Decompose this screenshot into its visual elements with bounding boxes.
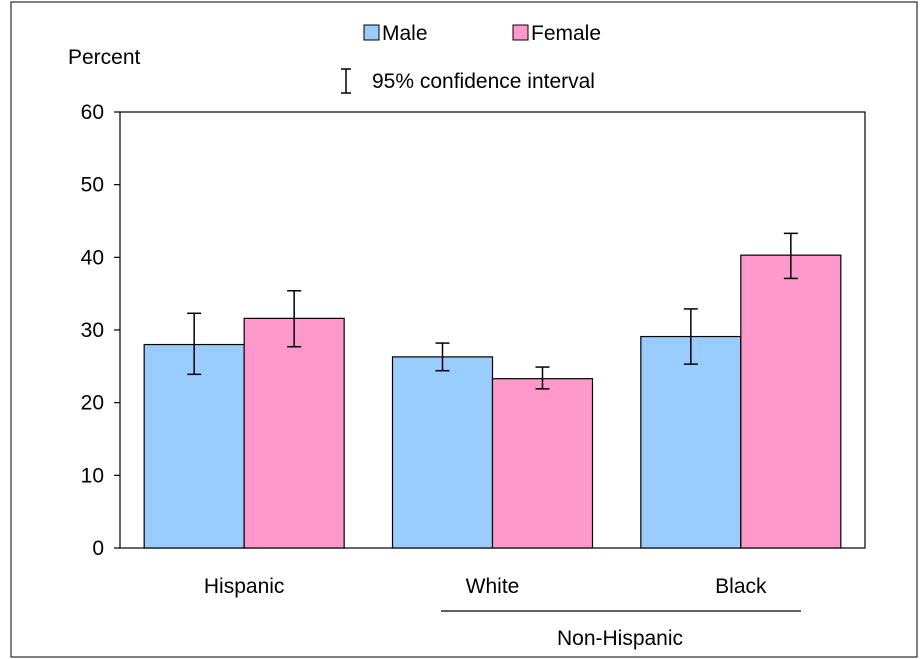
- legend: Male Female 95% confidence interval: [341, 22, 601, 94]
- error-bar-female-hispanic: [287, 290, 302, 348]
- y-axis: 0 10 20 30 40 50 60: [81, 101, 120, 560]
- bar-male-hispanic: [143, 343, 245, 549]
- y-tick-label: 40: [81, 246, 104, 269]
- legend-label-ci: 95% confidence interval: [372, 70, 595, 93]
- bar-male-white: [391, 356, 494, 549]
- error-bar-male-white: [435, 342, 450, 372]
- bar-female-black: [740, 254, 842, 549]
- bar-female-white: [491, 378, 594, 549]
- group-label-non-hispanic: Non-Hispanic: [557, 627, 683, 650]
- y-tick-label: 30: [81, 319, 104, 342]
- y-tick-label: 50: [81, 174, 104, 197]
- legend-swatch-male: [363, 24, 380, 41]
- x-tick-label-black: Black: [715, 575, 767, 598]
- error-bar-female-white: [535, 366, 550, 390]
- error-bars: [187, 232, 798, 390]
- x-axis: Hispanic White Black: [204, 575, 767, 598]
- error-bar-male-black: [683, 308, 698, 365]
- legend-swatch-female: [512, 24, 529, 41]
- y-tick-label: 10: [81, 464, 104, 487]
- x-tick-label-white: White: [466, 575, 520, 598]
- legend-label-male: Male: [382, 22, 428, 45]
- error-bar-female-black: [783, 232, 798, 280]
- y-tick-label: 0: [92, 537, 104, 560]
- legend-ci-icon: [341, 68, 351, 94]
- y-tick-label: 20: [81, 392, 104, 415]
- x-tick-label-hispanic: Hispanic: [204, 575, 285, 598]
- legend-label-female: Female: [531, 22, 601, 45]
- error-bar-male-hispanic: [187, 312, 202, 376]
- bars: [143, 254, 842, 549]
- y-tick-label: 60: [81, 101, 104, 124]
- bar-male-black: [640, 335, 742, 549]
- y-axis-label: Percent: [68, 46, 141, 69]
- bar-female-hispanic: [243, 317, 345, 549]
